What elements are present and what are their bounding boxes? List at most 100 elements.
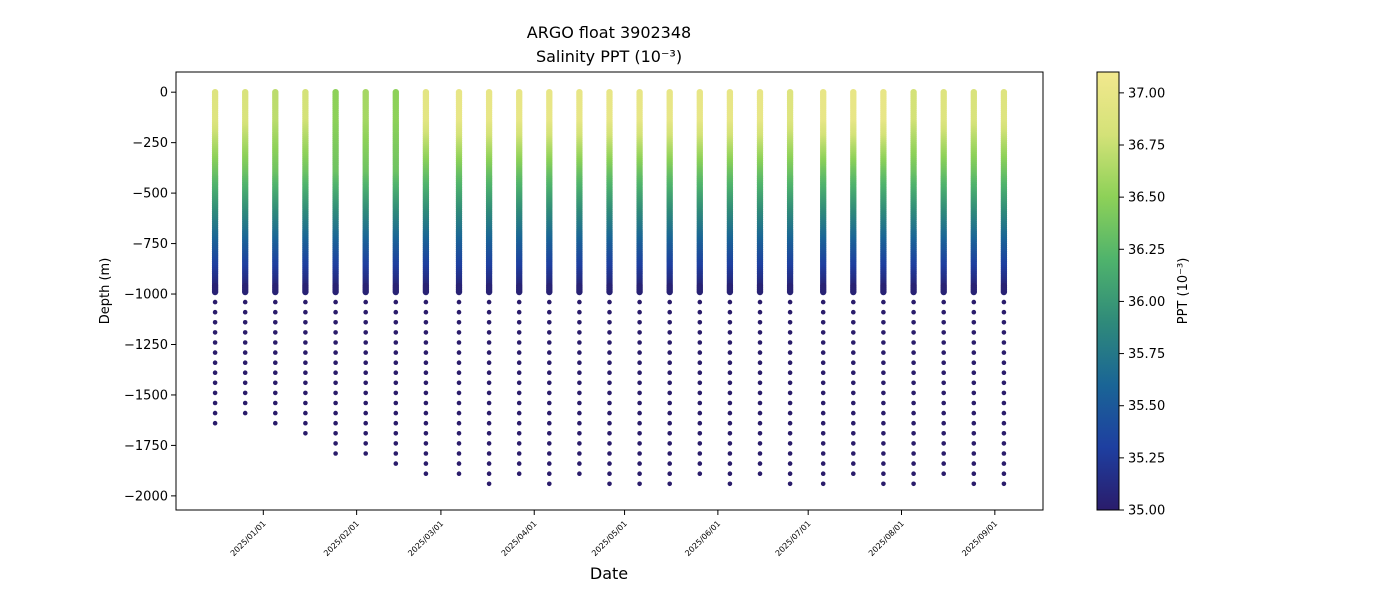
data-point bbox=[820, 350, 826, 355]
data-point bbox=[303, 350, 308, 355]
data-point bbox=[547, 441, 552, 446]
data-point bbox=[911, 431, 916, 436]
data-point bbox=[667, 370, 672, 376]
data-point bbox=[242, 309, 248, 315]
data-point bbox=[393, 350, 399, 355]
data-point bbox=[1001, 360, 1007, 366]
data-point bbox=[393, 451, 399, 456]
data-point bbox=[607, 400, 612, 406]
data-point bbox=[941, 370, 946, 376]
data-point bbox=[757, 441, 763, 446]
data-point bbox=[697, 400, 703, 406]
data-point bbox=[726, 288, 734, 296]
data-point bbox=[393, 320, 399, 325]
data-point bbox=[881, 330, 886, 335]
data-point bbox=[303, 309, 308, 315]
colorbar-tick-label: 35.00 bbox=[1128, 504, 1165, 519]
data-point bbox=[363, 420, 369, 426]
data-point bbox=[820, 360, 826, 366]
data-point bbox=[820, 400, 826, 406]
data-point bbox=[911, 461, 916, 466]
data-point bbox=[727, 481, 733, 487]
y-tick-label: −750 bbox=[132, 237, 168, 252]
data-point bbox=[486, 471, 492, 477]
data-point bbox=[667, 410, 672, 416]
data-point bbox=[881, 309, 886, 315]
data-point bbox=[851, 320, 856, 325]
data-point bbox=[303, 299, 308, 305]
data-point bbox=[242, 390, 248, 396]
profile-2025-08-05 bbox=[910, 89, 917, 487]
data-point bbox=[303, 420, 308, 426]
data-point bbox=[910, 288, 917, 296]
data-point bbox=[547, 350, 552, 355]
data-point bbox=[911, 330, 916, 335]
data-point bbox=[851, 360, 856, 366]
data-point bbox=[242, 400, 248, 406]
data-point bbox=[607, 410, 612, 416]
data-point bbox=[727, 410, 733, 416]
data-point bbox=[516, 370, 522, 376]
data-point bbox=[911, 370, 916, 376]
data-point bbox=[577, 441, 582, 446]
data-point bbox=[757, 451, 763, 456]
data-point bbox=[667, 451, 672, 456]
data-point bbox=[851, 461, 856, 466]
profile-2025-07-16 bbox=[850, 89, 857, 477]
data-point bbox=[273, 380, 278, 386]
profile-2025-06-05 bbox=[726, 89, 734, 487]
data-point bbox=[546, 288, 553, 296]
profile-2025-01-05 bbox=[272, 89, 279, 426]
data-point bbox=[547, 431, 552, 436]
data-point bbox=[667, 441, 672, 446]
data-point bbox=[881, 410, 886, 416]
data-point bbox=[820, 390, 826, 396]
data-point bbox=[363, 299, 369, 305]
data-point bbox=[516, 299, 522, 305]
data-point bbox=[727, 431, 733, 436]
data-point bbox=[516, 451, 522, 456]
data-point bbox=[363, 350, 369, 355]
data-point bbox=[787, 340, 793, 345]
data-point bbox=[393, 330, 399, 335]
data-point bbox=[486, 431, 492, 436]
data-point bbox=[363, 400, 369, 406]
data-point bbox=[1001, 340, 1007, 345]
data-point bbox=[303, 360, 308, 366]
data-point bbox=[971, 461, 977, 466]
data-point bbox=[547, 309, 552, 315]
data-point bbox=[393, 461, 399, 466]
data-point bbox=[423, 400, 429, 406]
data-point bbox=[212, 360, 218, 366]
data-point bbox=[637, 481, 642, 487]
data-point bbox=[941, 400, 946, 406]
data-point bbox=[820, 471, 826, 477]
data-point bbox=[485, 288, 493, 296]
data-point bbox=[697, 370, 703, 376]
y-tick-label: −500 bbox=[132, 187, 168, 202]
data-point bbox=[516, 288, 523, 296]
data-point bbox=[971, 309, 977, 315]
data-point bbox=[363, 320, 369, 325]
data-point bbox=[971, 431, 977, 436]
data-point bbox=[486, 451, 492, 456]
data-point bbox=[727, 330, 733, 335]
data-point bbox=[303, 380, 308, 386]
data-point bbox=[911, 380, 916, 386]
y-axis-label: Depth (m) bbox=[98, 258, 113, 325]
chart-title: ARGO float 3902348 bbox=[527, 23, 691, 42]
data-point bbox=[941, 471, 946, 477]
data-point bbox=[577, 461, 582, 466]
data-point bbox=[757, 360, 763, 366]
data-point bbox=[697, 350, 703, 355]
data-point bbox=[911, 299, 916, 305]
data-point bbox=[787, 320, 793, 325]
x-tick-label: 2025/03/01 bbox=[406, 519, 445, 558]
data-point bbox=[486, 299, 492, 305]
data-point bbox=[697, 309, 703, 315]
data-point bbox=[577, 309, 582, 315]
data-point bbox=[941, 360, 946, 366]
data-point bbox=[787, 461, 793, 466]
data-point bbox=[941, 431, 946, 436]
data-point bbox=[971, 360, 977, 366]
